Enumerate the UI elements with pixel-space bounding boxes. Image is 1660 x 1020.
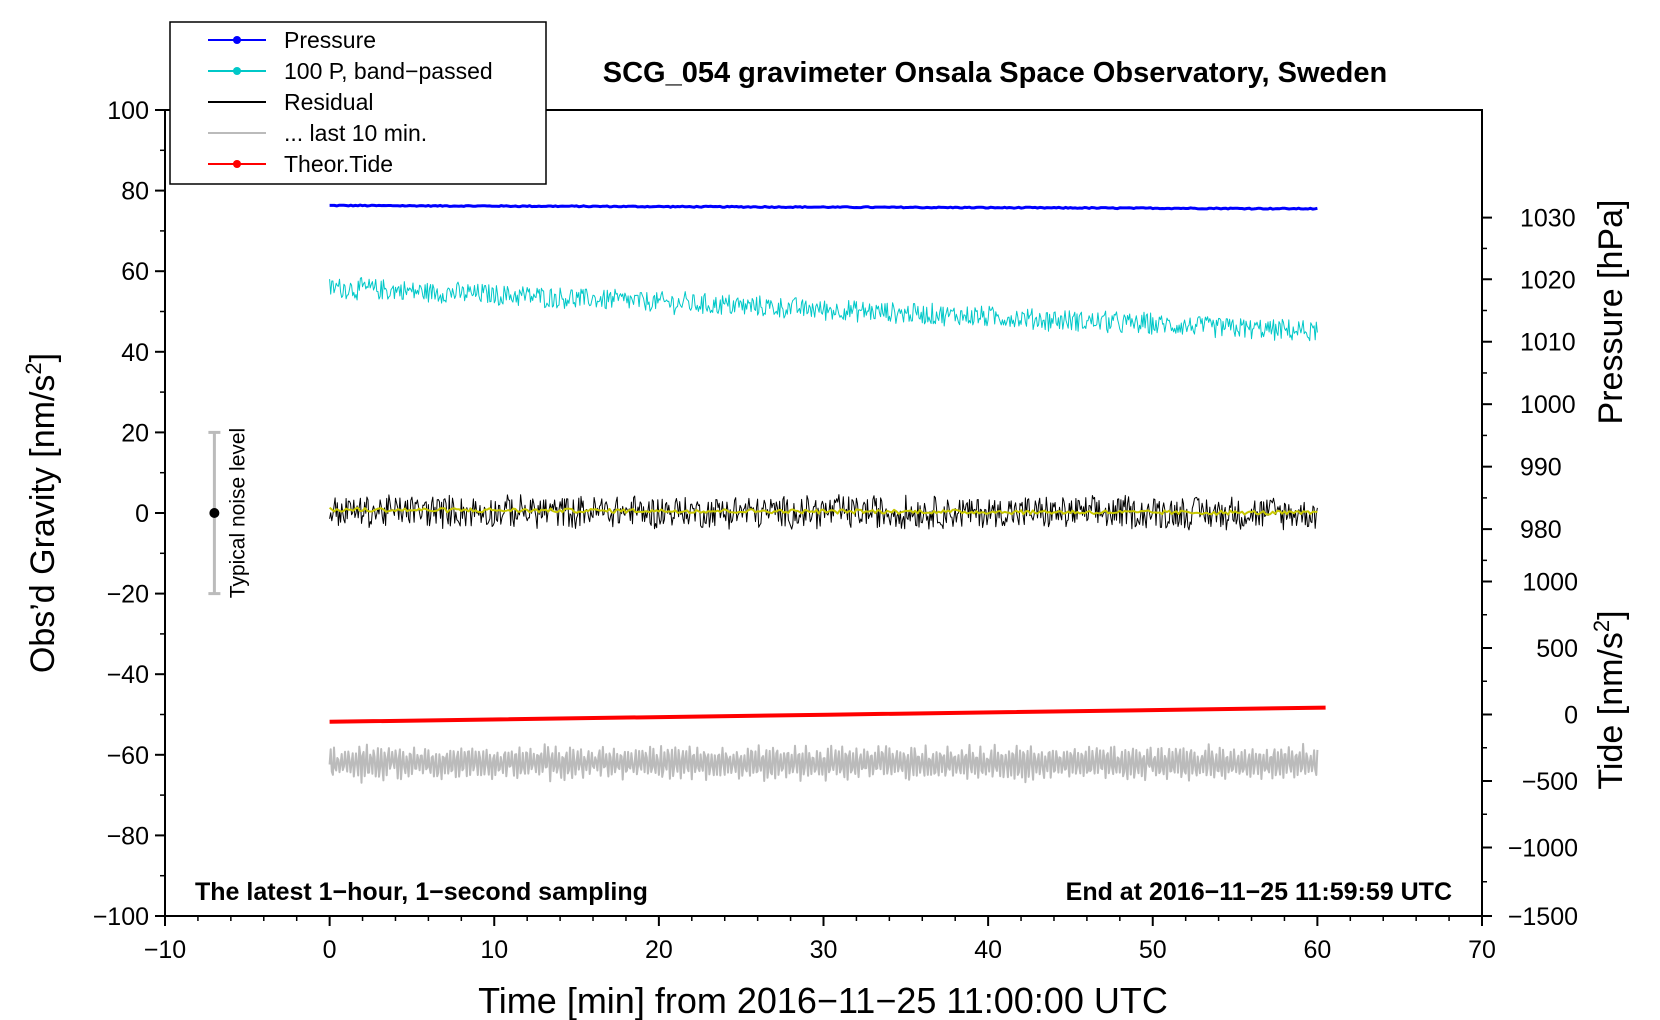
left-axis-label-end: ] [24, 353, 62, 362]
tide-tick-label: −500 [1522, 768, 1578, 796]
left-axis-label-text: Obs’d Gravity [nm/s [24, 375, 62, 674]
y-tick-label: 40 [121, 339, 149, 367]
y-tick-label: −60 [107, 742, 149, 770]
pressure-tick-label: 980 [1520, 516, 1562, 544]
tide-tick-label: 0 [1564, 702, 1578, 730]
legend-entry-label: Theor.Tide [284, 151, 393, 177]
tide-axis-label-text: Tide [nm/s [1592, 632, 1630, 789]
series-residual-line [329, 494, 1318, 531]
pressure-tick-label: 1020 [1520, 266, 1576, 294]
x-tick-label: 30 [810, 936, 838, 964]
x-tick-label: −10 [144, 936, 186, 964]
noise-level-indicator: Typical noise level [208, 428, 249, 598]
y-tick-label: −20 [107, 581, 149, 609]
series-last-10-min-line [328, 742, 1319, 784]
chart-title: SCG_054 gravimeter Onsala Space Observat… [603, 57, 1387, 89]
y-tick-label: 60 [121, 258, 149, 286]
pressure-axis-label: Pressure [hPa] [1592, 200, 1630, 425]
tide-axis-label-end: ] [1592, 610, 1630, 619]
x-tick-label: 10 [480, 936, 508, 964]
x-tick-label: 20 [645, 936, 673, 964]
noise-level-label: Typical noise level [226, 428, 249, 598]
tide-axis-label: Tide [nm/s2] [1589, 610, 1630, 789]
x-tick-label: 0 [323, 936, 337, 964]
x-tick-label: 60 [1303, 936, 1331, 964]
y-tick-label: 20 [121, 419, 149, 447]
x-tick-label: 50 [1139, 936, 1167, 964]
y-tick-label: 100 [107, 97, 149, 125]
axis-layer: −10 0 10 20 30 40 50 60 70100806040200−20−40−60−… [93, 97, 1578, 964]
series-theor-tide-line [329, 705, 1326, 724]
x-axis-label: Time [min] from 2016−11−25 11:00:00 UTC [478, 980, 1168, 1020]
left-axis-label-sup: 2 [21, 362, 46, 374]
pressure-tick-label: 1030 [1520, 205, 1576, 233]
pressure-tick-label: 1010 [1520, 329, 1576, 357]
tide-tick-label: −1500 [1508, 903, 1578, 931]
series-100-p-band-passed-line [329, 277, 1318, 342]
legend-entry-label: 100 P, band−passed [284, 58, 493, 84]
y-tick-label: −80 [107, 822, 149, 850]
legend-entry-label: Residual [284, 89, 374, 115]
x-tick-label: 40 [974, 936, 1002, 964]
tide-tick-label: −1000 [1508, 834, 1578, 862]
legend-entry-label: ... last 10 min. [284, 120, 427, 146]
sampling-annotation: The latest 1−hour, 1−second sampling [195, 878, 648, 906]
tide-axis-label-sup: 2 [1589, 620, 1614, 632]
tide-tick-label: 1000 [1522, 569, 1578, 597]
y-tick-label: −100 [93, 903, 149, 931]
y-tick-label: 80 [121, 178, 149, 206]
legend-swatch-marker [233, 36, 241, 44]
end-time-annotation: End at 2016−11−25 11:59:59 UTC [1066, 878, 1452, 906]
series-pressure-line [329, 203, 1318, 211]
legend-swatch-marker [233, 160, 241, 168]
y-tick-label: 0 [135, 500, 149, 528]
legend-entry-label: Pressure [284, 27, 376, 53]
left-axis-label: Obs’d Gravity [nm/s2] [21, 353, 62, 673]
pressure-tick-label: 1000 [1520, 391, 1576, 419]
legend-swatch-marker [233, 67, 241, 75]
y-tick-label: −40 [107, 661, 149, 689]
tide-tick-label: 500 [1536, 635, 1578, 663]
noise-bar-center-dot [209, 508, 220, 518]
legend: Pressure 100 P, band−passed Residual ... la… [169, 21, 547, 185]
series-residual-smoothed-line [328, 506, 1318, 516]
series-layer [328, 203, 1326, 784]
x-tick-label: 70 [1468, 936, 1496, 964]
pressure-tick-label: 990 [1520, 454, 1562, 482]
